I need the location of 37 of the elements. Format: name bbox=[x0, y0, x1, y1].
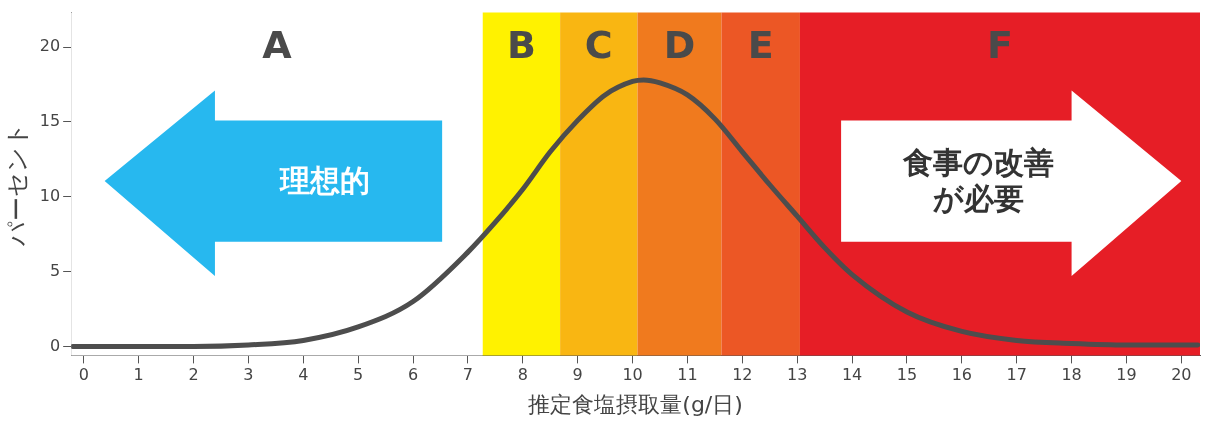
x-tick-label: 10 bbox=[622, 365, 643, 385]
x-tick-label: 11 bbox=[677, 365, 698, 385]
band-label: F bbox=[986, 23, 1013, 68]
band-label: B bbox=[506, 23, 536, 68]
x-tick-label: 9 bbox=[572, 365, 583, 385]
annotation: 理想的 bbox=[280, 163, 371, 199]
x-tick-label: 20 bbox=[1171, 365, 1192, 385]
x-tick-label: 5 bbox=[353, 365, 364, 385]
y-tick-label: 15 bbox=[39, 111, 61, 131]
y-tick-label: 5 bbox=[49, 260, 61, 280]
x-tick-label: 15 bbox=[896, 365, 918, 385]
y-tick-label: 0 bbox=[49, 335, 61, 355]
x-tick-label: 2 bbox=[188, 365, 199, 385]
x-axis-title: 推定食塩摂取量(g/日) bbox=[528, 391, 743, 417]
band-label: D bbox=[663, 23, 696, 68]
band-label: C bbox=[584, 23, 613, 68]
y-tick-label: 20 bbox=[39, 36, 61, 56]
x-tick-label: 4 bbox=[298, 365, 309, 385]
x-tick-label: 16 bbox=[951, 365, 973, 385]
x-tick-label: 0 bbox=[78, 365, 89, 385]
y-tick-label: 10 bbox=[39, 185, 61, 205]
x-tick-label: 13 bbox=[787, 365, 808, 385]
x-tick-label: 12 bbox=[732, 365, 753, 385]
x-tick-label: 7 bbox=[462, 365, 474, 385]
x-tick-label: 6 bbox=[407, 365, 419, 385]
y-axis-title: パーセント bbox=[2, 122, 31, 247]
band-label: E bbox=[747, 23, 774, 68]
x-tick-label: 3 bbox=[243, 365, 254, 385]
annotation: が必要 bbox=[932, 181, 1024, 217]
x-tick-label: 17 bbox=[1006, 365, 1027, 385]
x-tick-label: 14 bbox=[841, 365, 863, 385]
annotation: 食事の改善 bbox=[902, 145, 1054, 181]
x-tick-label: 8 bbox=[517, 365, 528, 385]
x-tick-label: 18 bbox=[1061, 365, 1082, 385]
band-label: A bbox=[262, 23, 293, 68]
x-tick-label: 19 bbox=[1116, 365, 1137, 385]
x-tick-label: 1 bbox=[133, 365, 144, 385]
